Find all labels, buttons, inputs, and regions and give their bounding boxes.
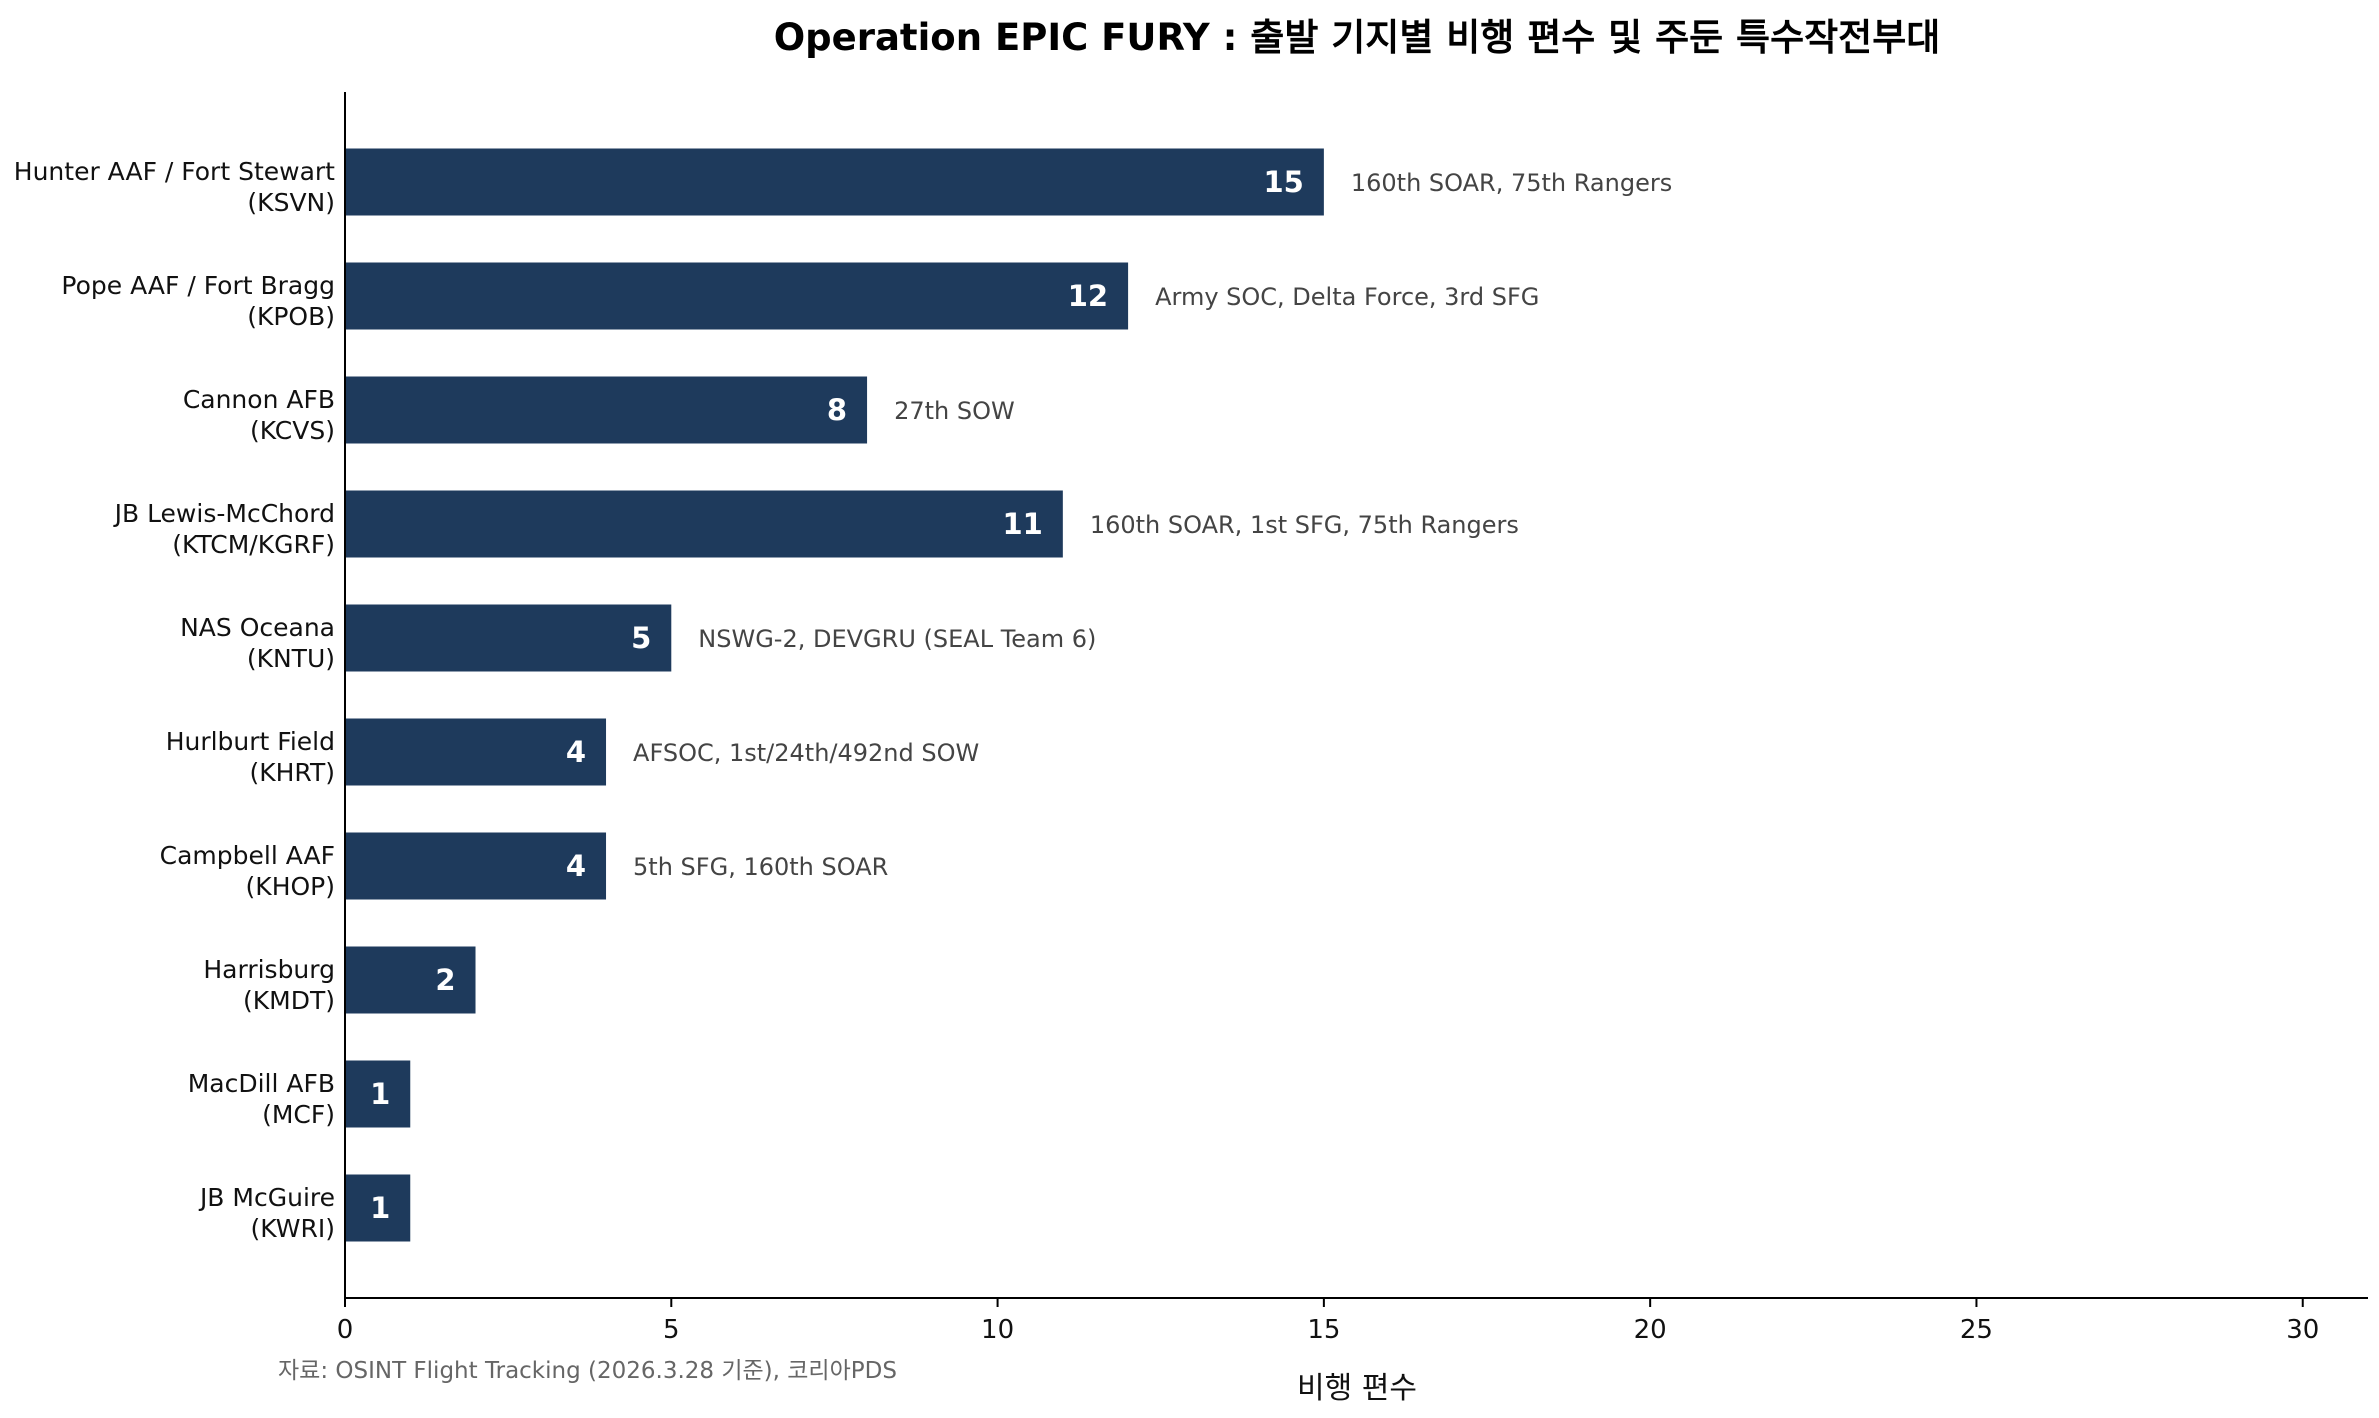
y-tick-label: Campbell AAF (160, 841, 335, 870)
y-tick-label: (KPOB) (247, 302, 335, 331)
bar (345, 946, 476, 1014)
y-tick-label: (MCF) (262, 1100, 335, 1129)
bar (345, 1174, 411, 1242)
x-tick-label: 0 (337, 1315, 354, 1345)
bar-value-label: 11 (1002, 507, 1042, 541)
bar-annotation: Army SOC, Delta Force, 3rd SFG (1155, 283, 1539, 311)
y-tick-label: (KSVN) (247, 188, 335, 217)
x-tick-label: 25 (1960, 1315, 1993, 1345)
bar (345, 718, 607, 786)
axes-layer: Hunter AAF / Fort Stewart(KSVN) Pope AAF … (14, 92, 2368, 1345)
bar-annotation: 160th SOAR, 75th Rangers (1351, 169, 1672, 197)
bar-annotation: 27th SOW (894, 397, 1015, 425)
y-tick-label: (KMDT) (243, 986, 335, 1015)
y-tick-label: MacDill AFB (188, 1069, 335, 1098)
chart-title: Operation EPIC FURY : 출발 기지별 비행 편수 및 주둔 … (774, 16, 1941, 59)
x-axis-title: 비행 편수 (1297, 1371, 1417, 1406)
bar-value-label: 4 (566, 849, 586, 883)
y-tick-label: Harrisburg (203, 955, 335, 984)
y-tick-label: Pope AAF / Fort Bragg (61, 271, 335, 300)
bar (345, 490, 1063, 558)
bar-value-label: 2 (435, 963, 455, 997)
y-tick-label: JB McGuire (198, 1183, 335, 1212)
bar-value-label: 15 (1264, 165, 1304, 199)
y-tick-label: (KHOP) (246, 872, 335, 901)
y-tick-label: (KTCM/KGRF) (172, 530, 335, 559)
y-tick-label: (KNTU) (247, 644, 335, 673)
y-tick-label: Hurlburt Field (166, 727, 335, 756)
bar-value-label: 12 (1068, 279, 1108, 313)
x-tick-label: 5 (663, 1315, 680, 1345)
bar (345, 1060, 411, 1128)
bar-value-label: 4 (566, 735, 586, 769)
y-tick-label: NAS Oceana (180, 613, 335, 642)
bar-annotation: NSWG-2, DEVGRU (SEAL Team 6) (698, 625, 1096, 653)
y-tick-label: Cannon AFB (183, 385, 335, 414)
y-tick-label: Hunter AAF / Fort Stewart (14, 157, 335, 186)
x-tick-label: 20 (1634, 1315, 1667, 1345)
bar (345, 604, 672, 672)
bar-value-label: 1 (370, 1077, 390, 1111)
bar-annotation: AFSOC, 1st/24th/492nd SOW (633, 739, 979, 767)
x-tick-label: 15 (1307, 1315, 1340, 1345)
bar-annotation: 160th SOAR, 1st SFG, 75th Rangers (1090, 511, 1519, 539)
y-tick-label: (KHRT) (249, 758, 335, 787)
bar-value-label: 8 (827, 393, 847, 427)
bar (345, 832, 607, 900)
y-tick-label: JB Lewis-McChord (113, 499, 335, 528)
bar (345, 376, 868, 444)
bar (345, 148, 1324, 216)
bar (345, 262, 1129, 330)
x-tick-label: 30 (2286, 1315, 2319, 1345)
y-tick-label: (KCVS) (250, 416, 335, 445)
bar-annotation: 5th SFG, 160th SOAR (633, 853, 888, 881)
bar-value-label: 1 (370, 1191, 390, 1225)
y-tick-label: (KWRI) (251, 1214, 335, 1243)
source-note: 자료: OSINT Flight Tracking (2026.3.28 기준)… (278, 1358, 897, 1384)
bar-value-label: 5 (631, 621, 651, 655)
x-tick-label: 10 (981, 1315, 1014, 1345)
